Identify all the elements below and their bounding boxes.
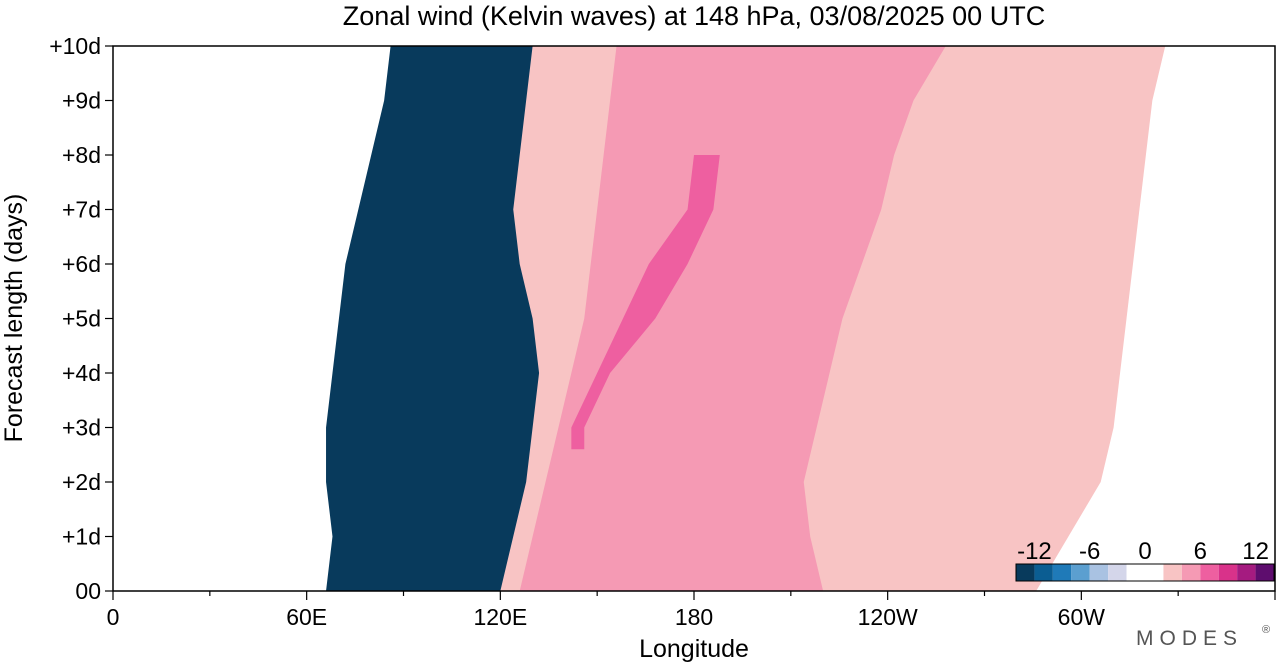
y-axis: 00 +1d +2d +3d +4d +5d +6d +7d +8d +9d +10d — [49, 33, 113, 604]
x-axis: 0 60E 120E 180 120W 60W — [107, 591, 1276, 630]
colorbar-tick-label: 0 — [1138, 538, 1151, 565]
colorbar-tick-label: 6 — [1194, 538, 1207, 565]
x-tick-label: 180 — [675, 604, 713, 630]
wind-band-level-6 — [571, 155, 720, 450]
y-tick-label: +2d — [62, 469, 101, 495]
colorbar-swatch — [1163, 564, 1182, 581]
colorbar-swatch — [1071, 564, 1090, 581]
y-tick-label: +9d — [62, 88, 101, 114]
chart-title: Zonal wind (Kelvin waves) at 148 hPa, 03… — [343, 1, 1045, 31]
colorbar-swatch — [1255, 564, 1274, 581]
x-tick-label: 120E — [473, 604, 527, 630]
colorbar-tick-label: -12 — [1017, 538, 1052, 565]
y-tick-label: +5d — [62, 306, 101, 332]
colorbar-swatch — [1237, 564, 1256, 581]
colorbar-swatch — [1218, 564, 1238, 581]
x-tick-label: 60E — [286, 604, 327, 630]
colorbar-swatch — [1034, 564, 1053, 581]
colorbar-swatch — [1181, 564, 1201, 581]
colorbar-legend: -12 -6 0 6 12 — [1015, 538, 1275, 582]
wind-band-level-4 — [519, 46, 946, 591]
colorbar-frame — [1015, 563, 1275, 582]
y-tick-label: +10d — [49, 33, 101, 59]
y-tick-label: +7d — [62, 197, 101, 223]
x-tick-label: 0 — [107, 604, 120, 630]
x-axis-label: Longitude — [639, 635, 749, 663]
colorbar-swatch — [1089, 564, 1109, 581]
colorbar-swatch — [1200, 564, 1219, 581]
y-axis-label: Forecast length (days) — [0, 194, 28, 443]
y-tick-label: +6d — [62, 251, 101, 277]
wind-field-layers — [326, 46, 1166, 591]
y-tick-label: +1d — [62, 524, 101, 550]
brand-watermark: MODES — [1136, 627, 1243, 650]
colorbar-swatch — [1108, 564, 1127, 581]
colorbar-swatch — [1016, 564, 1035, 581]
x-tick-label: 120W — [858, 604, 918, 630]
registered-mark: ® — [1262, 624, 1270, 636]
y-tick-label: +3d — [62, 415, 101, 441]
y-tick-label: 00 — [75, 578, 101, 604]
colorbar-swatch — [1126, 564, 1164, 581]
colorbar-tick-label: 12 — [1242, 538, 1269, 565]
colorbar-swatch — [1052, 564, 1072, 581]
y-tick-label: +8d — [62, 142, 101, 168]
y-tick-label: +4d — [62, 360, 101, 386]
colorbar-tick-label: -6 — [1079, 538, 1100, 565]
x-tick-label: 60W — [1058, 604, 1106, 630]
